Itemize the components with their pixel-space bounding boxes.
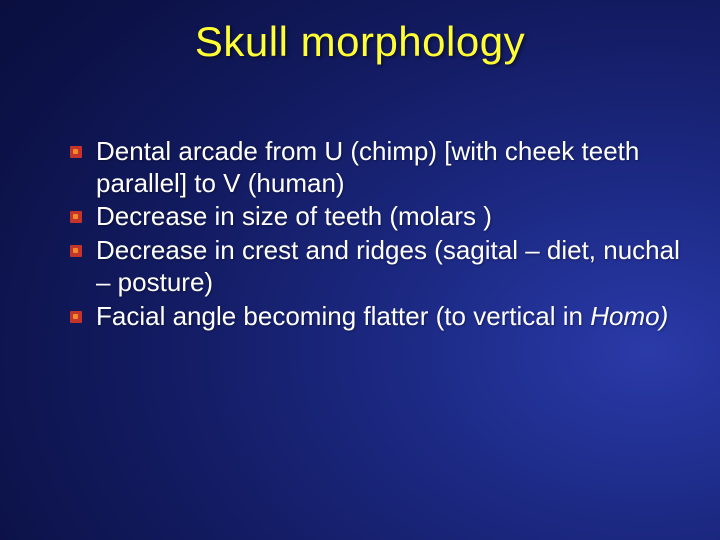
bullet-icon — [70, 211, 82, 223]
slide-body: Dental arcade from U (chimp) [with cheek… — [70, 136, 680, 334]
slide-title: Skull morphology — [0, 18, 720, 66]
list-item: Decrease in crest and ridges (sagital – … — [70, 235, 680, 298]
bullet-text: Decrease in crest and ridges (sagital – … — [96, 235, 680, 297]
list-item: Dental arcade from U (chimp) [with cheek… — [70, 136, 680, 199]
bullet-text: Dental arcade from U (chimp) [with cheek… — [96, 136, 639, 198]
slide: Skull morphology Dental arcade from U (c… — [0, 0, 720, 540]
bullet-text-prefix: Facial angle becoming flatter (to vertic… — [96, 301, 590, 331]
bullet-list: Dental arcade from U (chimp) [with cheek… — [70, 136, 680, 332]
list-item: Facial angle becoming flatter (to vertic… — [70, 301, 680, 333]
bullet-icon — [70, 311, 82, 323]
bullet-icon — [70, 146, 82, 158]
bullet-text: Decrease in size of teeth (molars ) — [96, 201, 492, 231]
list-item: Decrease in size of teeth (molars ) — [70, 201, 680, 233]
bullet-text-italic: Homo) — [590, 301, 668, 331]
bullet-icon — [70, 245, 82, 257]
